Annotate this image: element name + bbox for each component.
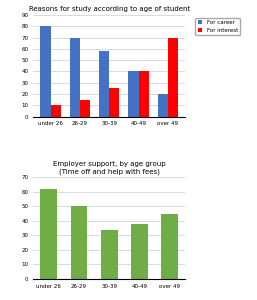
Bar (80, 100, 90, 116)
Bar (168, 38, 178, 116)
Bar (161, 214, 178, 279)
Bar (101, 230, 117, 279)
Bar (40, 189, 57, 279)
Bar (70, 38, 80, 116)
Bar (109, 88, 120, 116)
Bar (128, 71, 139, 116)
Bar (71, 206, 87, 279)
Bar (40, 26, 51, 116)
Legend: For career, For interest: For career, For interest (195, 18, 240, 35)
Bar (131, 224, 148, 279)
Bar (158, 94, 168, 116)
Title: Employer support, by age group
(Time off and help with fees): Employer support, by age group (Time off… (53, 161, 166, 175)
Title: Reasons for study according to age of student: Reasons for study according to age of st… (29, 6, 190, 12)
Bar (99, 51, 109, 116)
Bar (139, 71, 149, 116)
Bar (51, 105, 61, 116)
